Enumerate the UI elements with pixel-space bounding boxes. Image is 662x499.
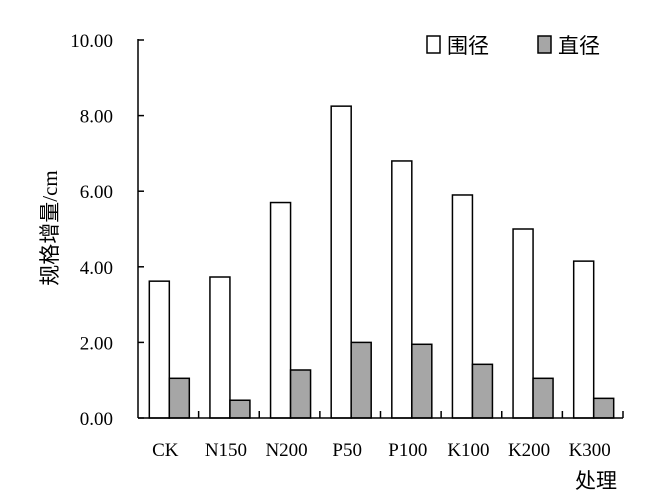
category-label: N200	[265, 440, 307, 461]
category-label: P100	[388, 440, 427, 461]
y-axis-title: 规格增量/cm	[38, 170, 62, 286]
category-labels-group: CK N150 N200 P50 P100 K100 K200 K300	[152, 440, 611, 461]
legend-swatch	[426, 35, 441, 54]
category-label: N150	[205, 440, 247, 461]
category-label: K300	[569, 440, 611, 461]
bar-diameter-k200	[532, 377, 554, 419]
bar-diameter-ck	[168, 377, 191, 419]
y-ticks-group: 0.00 2.00 4.00 6.00 8.00 10.00	[70, 31, 144, 430]
bar-girth-k300	[572, 260, 595, 419]
bar-girth-p50	[330, 105, 352, 419]
bar-girth-k200	[512, 228, 534, 419]
legend-label: 直径	[558, 34, 600, 58]
bar-girth-p100	[391, 160, 413, 419]
category-label: CK	[152, 440, 179, 461]
y-tick-label: 0.00	[80, 409, 113, 430]
x-ticks-group	[197, 411, 624, 418]
y-tick-label: 6.00	[80, 182, 113, 203]
y-tick-label: 4.00	[80, 258, 113, 279]
bar-diameter-p50	[350, 341, 372, 419]
bar-diameter-k300	[592, 397, 615, 419]
y-tick-label: 2.00	[80, 333, 113, 354]
bar-diameter-p100	[411, 343, 433, 419]
category-label: P50	[332, 440, 362, 461]
y-tick-label: 10.00	[70, 31, 113, 52]
bar-girth-n150	[209, 276, 231, 419]
x-axis-title: 处理	[575, 469, 617, 493]
y-tick-label: 8.00	[80, 107, 113, 128]
category-label: K100	[447, 440, 489, 461]
bar-diameter-n200	[289, 369, 312, 419]
legend-swatch	[537, 35, 552, 54]
bar-girth-k100	[451, 194, 474, 419]
bar-diameter-k100	[471, 363, 494, 419]
legend: 围径 直径	[426, 34, 600, 58]
bar-girth-n200	[269, 201, 292, 419]
legend-label: 围径	[447, 34, 489, 58]
bar-diameter-n150	[229, 399, 251, 419]
bars-group	[148, 105, 615, 419]
bar-girth-ck	[148, 280, 171, 419]
category-label: K200	[508, 440, 550, 461]
